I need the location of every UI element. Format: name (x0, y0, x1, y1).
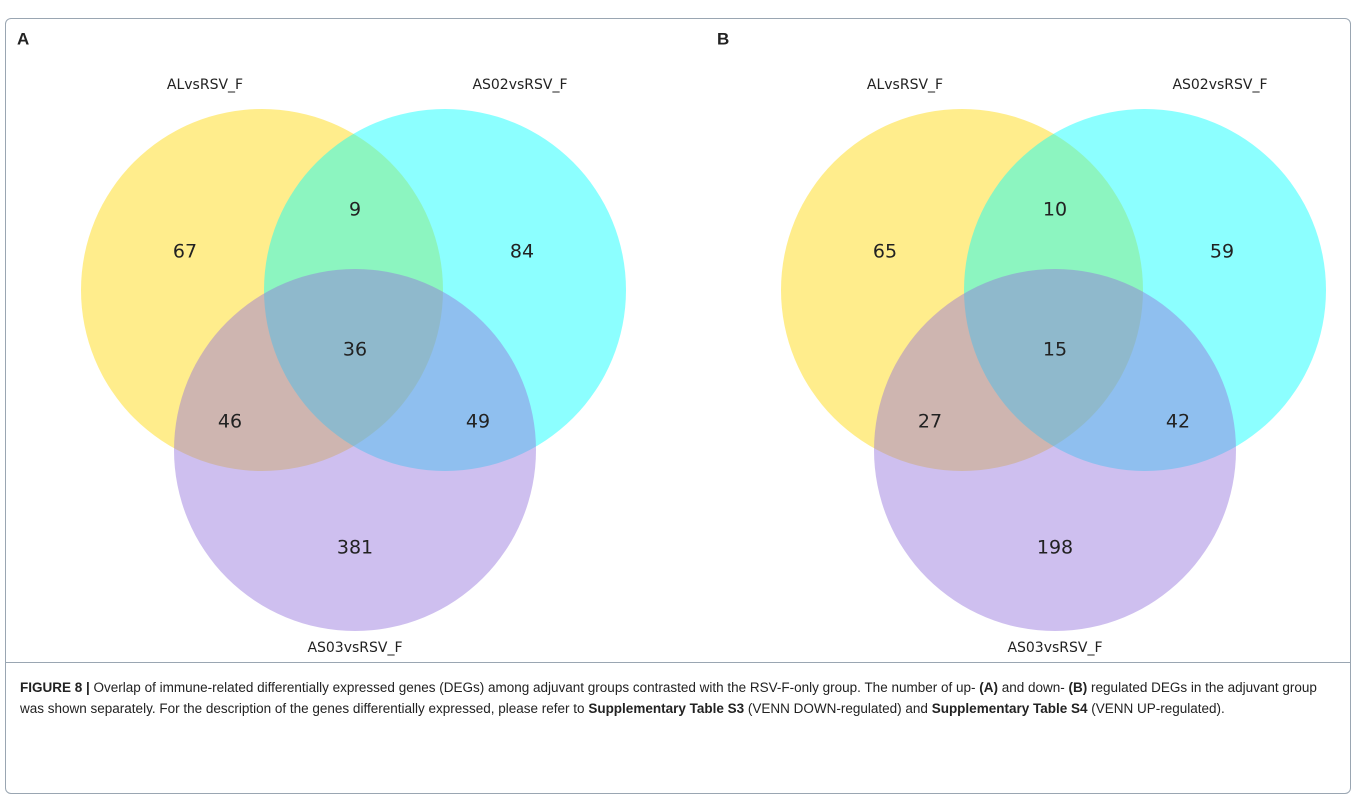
region-count: 46 (218, 411, 242, 433)
panel-label: A (17, 29, 29, 48)
set-label: AS02vsRSV_F (1172, 77, 1267, 93)
caption-text: Supplementary Table S3 (588, 701, 745, 716)
caption-text: (B) (1068, 680, 1088, 695)
region-count: 49 (466, 411, 490, 433)
set-label: ALvsRSV_F (867, 77, 943, 93)
set-label: AS03vsRSV_F (1007, 640, 1102, 656)
venn-circle (81, 109, 443, 471)
caption-text: Supplementary Table S4 (931, 701, 1088, 716)
caption-text: (VENN UP-regulated). (1087, 701, 1225, 716)
region-count: 10 (1043, 199, 1067, 221)
region-count: 36 (343, 339, 367, 361)
region-count: 9 (349, 199, 361, 221)
region-count: 59 (1210, 241, 1234, 263)
region-count: 381 (337, 537, 373, 559)
region-count: 198 (1037, 537, 1073, 559)
figure-frame (5, 18, 1351, 794)
figure: A ALvsRSV_F AS02vsRSV_F AS03vsRSV_F 67 9 84 36 4… (17, 29, 1326, 656)
region-count: 84 (510, 241, 534, 263)
venn-circle (874, 269, 1236, 631)
set-label: ALvsRSV_F (167, 77, 243, 93)
caption-text: and down- (998, 680, 1069, 695)
caption-text: (A) (979, 680, 998, 695)
venn-circle (174, 269, 536, 631)
caption-text: (VENN DOWN-regulated) and (744, 701, 932, 716)
set-label: AS02vsRSV_F (472, 77, 567, 93)
caption-text: Overlap of immune-related differentially… (89, 680, 980, 695)
venn-circle (264, 109, 626, 471)
region-count: 65 (873, 241, 897, 263)
region-count: 15 (1043, 339, 1067, 361)
venn-circle (964, 109, 1326, 471)
set-label: AS03vsRSV_F (307, 640, 402, 656)
region-count: 42 (1166, 411, 1190, 433)
panel-label: B (717, 29, 729, 48)
caption-text: FIGURE 8 | (20, 680, 90, 695)
caption-text: regulated DEGs in the adjuvant group was… (20, 680, 1317, 716)
region-count: 67 (173, 241, 197, 263)
region-count: 27 (918, 411, 942, 433)
caption: FIGURE 8 | Overlap of immune-related dif… (6, 662, 1350, 792)
venn-circle (781, 109, 1143, 471)
